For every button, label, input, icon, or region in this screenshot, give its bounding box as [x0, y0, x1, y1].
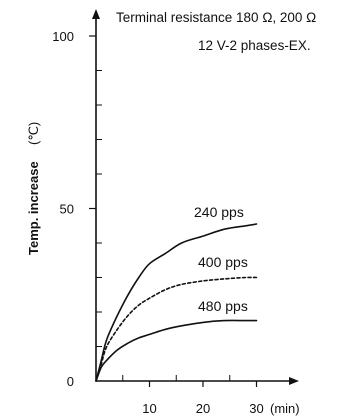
ticks: [89, 35, 258, 387]
y-tick-label-0: 0: [67, 374, 74, 389]
tick-labels: 0 50 100 10 20 30: [52, 29, 263, 416]
series-lines: [95, 223, 258, 382]
series-line-480pps: [95, 319, 258, 382]
axes: [92, 9, 299, 385]
y-axis-unit: (℃): [26, 122, 41, 145]
y-axis-label: Temp. increase: [26, 161, 41, 255]
series-label-480pps: 480 pps: [198, 298, 248, 314]
x-unit-label: (min): [270, 401, 300, 416]
series-label-400pps: 400 pps: [198, 254, 248, 270]
x-axis-arrow: [289, 377, 299, 385]
annotation-drive-mode: 12 V-2 phases-EX.: [198, 38, 311, 53]
series-label-240pps: 240 pps: [194, 204, 244, 220]
y-axis-arrow: [92, 9, 100, 19]
y-tick-label-100: 100: [52, 29, 74, 44]
series-line-240pps: [95, 223, 258, 382]
x-tick-label-30: 30: [249, 401, 263, 416]
x-tick-label-10: 10: [142, 401, 156, 416]
annotation-terminal-resistance: Terminal resistance 180 Ω, 200 Ω: [116, 10, 316, 25]
y-tick-label-50: 50: [60, 202, 74, 217]
series-line-400pps: [95, 276, 258, 382]
x-tick-label-20: 20: [196, 401, 210, 416]
